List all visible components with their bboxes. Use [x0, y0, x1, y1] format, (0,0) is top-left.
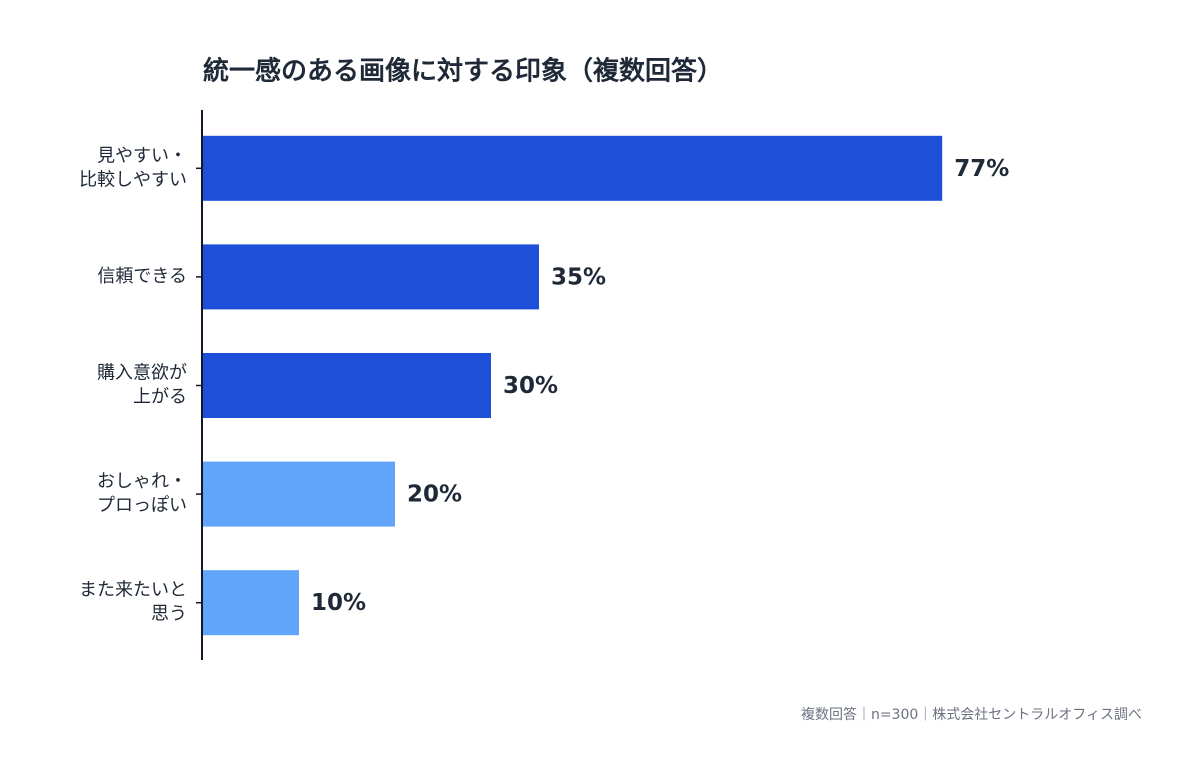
bar [203, 135, 943, 201]
y-tick-label: 信頼できる [97, 266, 187, 287]
y-tick-label: また来たいと [79, 580, 187, 601]
value-label: 10% [311, 590, 366, 616]
bar [203, 570, 299, 636]
bar [203, 244, 539, 310]
chart-title: 統一感のある画像に対する印象（複数回答） [203, 56, 723, 87]
bar [203, 353, 491, 418]
source-note: 複数回答｜n=300｜株式会社セントラルオフィス調べ [801, 706, 1142, 723]
value-label: 30% [503, 373, 558, 399]
value-label: 35% [551, 264, 606, 290]
y-tick-label: 比較しやすい [79, 169, 187, 190]
y-tick-label: 見やすい・ [97, 145, 187, 166]
y-tick-label: 購入意欲が [97, 363, 187, 384]
value-label: 20% [407, 482, 462, 508]
y-tick-label: 上がる [133, 387, 187, 408]
y-tick-label: プロっぽい [97, 495, 187, 516]
bar [203, 461, 395, 527]
y-tick-label: 思う [151, 604, 187, 625]
y-tick-label: おしゃれ・ [97, 471, 187, 492]
value-label: 77% [954, 156, 1009, 182]
